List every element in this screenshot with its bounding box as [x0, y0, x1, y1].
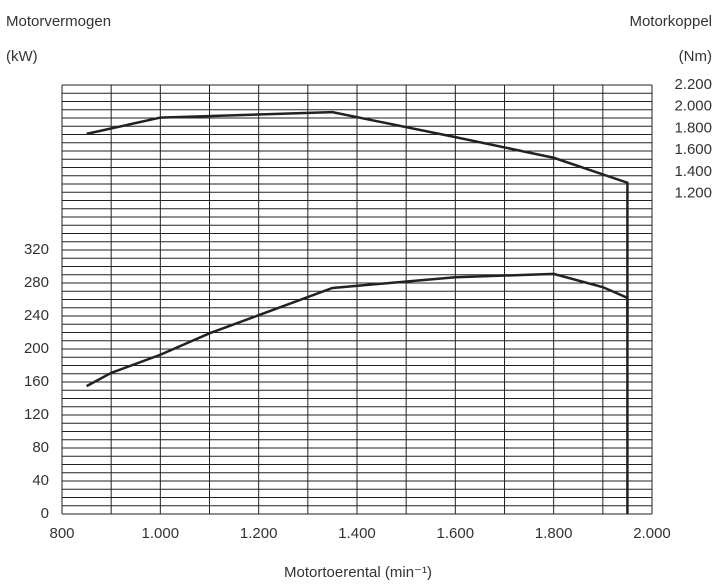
y-tick-label: 40 [32, 472, 49, 489]
y2-tick-label: 1.800 [674, 119, 712, 136]
x-tick-label: 1.800 [535, 525, 573, 542]
x-tick-label: 2.000 [633, 525, 671, 542]
y-axis-unit: (kW) [6, 48, 38, 65]
data-line [86, 110, 629, 324]
x-tick-label: 1.400 [338, 525, 376, 542]
y-tick-label: 280 [24, 274, 49, 291]
y-tick-label: 160 [24, 373, 49, 390]
y-tick-label: 200 [24, 340, 49, 357]
data-line [85, 272, 629, 514]
x-tick-label: 1.000 [142, 525, 180, 542]
y-tick-label: 0 [41, 505, 49, 522]
y2-tick-label: 2.000 [674, 98, 712, 115]
y2-tick-label: 1.200 [674, 185, 712, 202]
y-tick-label: 240 [24, 307, 49, 324]
x-axis-label: Motortoerental (min⁻¹) [284, 564, 432, 581]
x-tick-label: 1.200 [240, 525, 278, 542]
y-tick-label: 120 [24, 406, 49, 423]
y2-tick-label: 2.200 [674, 76, 712, 93]
y-axis-label: Motorvermogen [6, 13, 111, 30]
y2-tick-label: 1.400 [674, 163, 712, 180]
y2-tick-label: 1.600 [674, 141, 712, 158]
x-tick-label: 1.600 [437, 525, 475, 542]
y-tick-label: 320 [24, 241, 49, 258]
y2-axis-label: Motorkoppel [629, 13, 712, 30]
x-tick-label: 800 [49, 525, 74, 542]
y2-axis-unit: (Nm) [679, 48, 712, 65]
y-tick-label: 80 [32, 439, 49, 456]
